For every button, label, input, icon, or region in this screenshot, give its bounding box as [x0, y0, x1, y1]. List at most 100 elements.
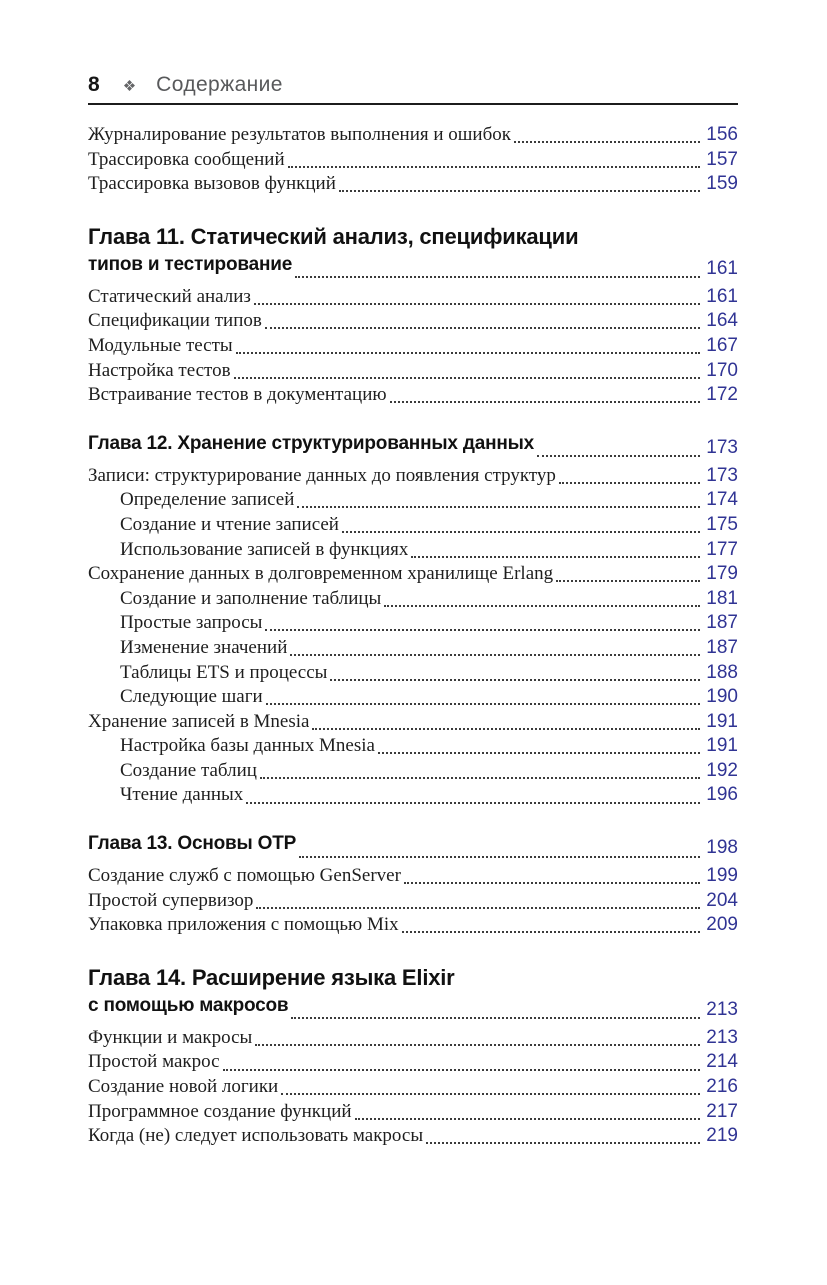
- dotted-leader: [513, 141, 701, 144]
- toc-chapter-page: 161: [706, 257, 738, 279]
- toc-chapter: Глава 11. Статический анализ, спецификац…: [88, 221, 738, 285]
- toc-entry-label: Простой макрос: [88, 1051, 220, 1073]
- toc-entry-page: 217: [706, 1100, 738, 1122]
- dotted-leader: [233, 376, 701, 379]
- header-rule: [88, 103, 738, 105]
- toc-entry-page: 187: [706, 612, 738, 634]
- toc-entry-page: 173: [706, 464, 738, 486]
- dotted-leader: [264, 327, 701, 330]
- toc-entry-label: Изменение значений: [120, 636, 288, 658]
- dotted-leader: [330, 678, 701, 681]
- toc-chapter-page: 213: [706, 998, 738, 1020]
- toc-entry-page: 196: [706, 784, 738, 806]
- toc-entry: Записи: структурирование данных до появл…: [88, 464, 738, 489]
- toc-entry: Функции и макросы 213: [88, 1026, 738, 1051]
- toc-list: Журналирование результатов выполнения и …: [88, 123, 738, 1149]
- toc-entry: Спецификации типов 164: [88, 309, 738, 334]
- toc-entry-label: Настройка тестов: [88, 359, 231, 381]
- toc-entry-page: 174: [706, 489, 738, 511]
- toc-chapter-page: 173: [706, 436, 738, 458]
- toc-entry: Следующие шаги 190: [88, 685, 738, 710]
- toc-chapter-title-line: типов и тестирование: [88, 253, 293, 275]
- toc-entry-label: Создание таблиц: [120, 759, 257, 781]
- toc-entry-label: Следующие шаги: [120, 686, 263, 708]
- toc-entry-page: 213: [706, 1026, 738, 1048]
- dotted-leader: [354, 1117, 701, 1120]
- toc-entry-label: Создание и чтение записей: [120, 513, 339, 535]
- toc-entry: Программное создание функций 217: [88, 1100, 738, 1125]
- four-diamonds-icon: ❖: [122, 78, 137, 95]
- dotted-leader: [222, 1068, 701, 1071]
- dotted-leader: [255, 1043, 701, 1046]
- dotted-leader: [291, 1017, 701, 1020]
- toc-entry: Модульные тесты 167: [88, 334, 738, 359]
- dotted-leader: [235, 352, 701, 355]
- dotted-leader: [287, 165, 701, 168]
- dotted-leader: [341, 531, 701, 534]
- toc-entry-label: Определение записей: [120, 489, 295, 511]
- toc-chapter-title-line: Глава 11. Статический анализ, спецификац…: [88, 223, 579, 249]
- toc-entry: Упаковка приложения с помощью Mix 209: [88, 913, 738, 938]
- dotted-leader: [253, 302, 701, 305]
- toc-entry-page: 219: [706, 1125, 738, 1147]
- toc-entry-page: 179: [706, 563, 738, 585]
- toc-entry: Создание служб с помощью GenServer 199: [88, 864, 738, 889]
- toc-entry-label: Настройка базы данных Mnesia: [120, 735, 375, 757]
- toc-entry: Трассировка сообщений 157: [88, 148, 738, 173]
- page-number: 8: [88, 73, 100, 96]
- toc-entry-page: 159: [706, 173, 738, 195]
- toc-entry-page: 191: [706, 710, 738, 732]
- toc-entry-label: Модульные тесты: [88, 334, 233, 356]
- dotted-leader: [389, 401, 701, 404]
- toc-entry: Трассировка вызовов функций 159: [88, 172, 738, 197]
- toc-entry-page: 156: [706, 124, 738, 145]
- toc-entry: Сохранение данных в долговременном храни…: [88, 562, 738, 587]
- toc-entry: Настройка базы данных Mnesia 191: [88, 734, 738, 759]
- toc-entry-page: 157: [706, 148, 738, 170]
- toc-entry-label: Таблицы ETS и процессы: [120, 661, 328, 683]
- toc-entry: Создание таблиц 192: [88, 759, 738, 784]
- toc-entry-page: 187: [706, 636, 738, 658]
- toc-chapter-title-line: с помощью макросов: [88, 994, 289, 1016]
- toc-entry-page: 188: [706, 661, 738, 683]
- toc-entry: Настройка тестов 170: [88, 359, 738, 384]
- dotted-leader: [338, 190, 701, 193]
- toc-entry-page: 175: [706, 513, 738, 535]
- toc-entry-label: Простые запросы: [120, 612, 263, 634]
- toc-entry-label: Создание служб с помощью GenServer: [88, 865, 401, 887]
- dotted-leader: [377, 752, 701, 755]
- toc-entry: Встраивание тестов в документацию 172: [88, 383, 738, 408]
- toc-entry-page: 192: [706, 759, 738, 781]
- dotted-leader: [411, 555, 701, 558]
- dotted-leader: [384, 604, 701, 607]
- toc-entry-label: Простой супервизор: [88, 889, 254, 911]
- toc-entry-page: 216: [706, 1076, 738, 1098]
- dotted-leader: [295, 276, 701, 279]
- toc-entry: Создание новой логики 216: [88, 1075, 738, 1100]
- book-page: 8 ❖ Содержание Журналирование результато…: [0, 74, 827, 1149]
- dotted-leader: [265, 703, 701, 706]
- toc-entry-page: 181: [706, 587, 738, 609]
- dotted-leader: [256, 906, 701, 909]
- toc-entry: Использование записей в функциях 177: [88, 538, 738, 563]
- toc-entry-label: Когда (не) следует использовать макросы: [88, 1125, 424, 1147]
- toc-entry: Определение записей 174: [88, 488, 738, 513]
- toc-entry-label: Использование записей в функциях: [120, 538, 409, 560]
- toc-chapter: Глава 14. Расширение языка Elixir с помощ…: [88, 962, 738, 1026]
- toc-entry-page: 172: [706, 384, 738, 406]
- toc-entry-label: Сохранение данных в долговременном храни…: [88, 563, 554, 585]
- toc-entry-label: Встраивание тестов в документацию: [88, 384, 387, 406]
- dotted-leader: [290, 654, 701, 656]
- toc-entry-page: 199: [706, 865, 738, 887]
- toc-chapter-row: с помощью макросов 213: [88, 994, 738, 1026]
- toc-entry: Простой макрос 214: [88, 1050, 738, 1075]
- toc-entry-page: 164: [706, 310, 738, 332]
- toc-chapter-title-line: Глава 13. Основы OTP: [88, 833, 297, 855]
- toc-entry: Простой супервизор 204: [88, 889, 738, 914]
- dotted-leader: [312, 727, 701, 730]
- toc-entry-label: Статический анализ: [88, 285, 251, 307]
- toc-entry-label: Трассировка вызовов функций: [88, 173, 336, 195]
- toc-chapter-row: Глава 12. Хранение структурированных дан…: [88, 432, 738, 464]
- toc-entry: Чтение данных 196: [88, 783, 738, 808]
- dotted-leader: [401, 931, 701, 934]
